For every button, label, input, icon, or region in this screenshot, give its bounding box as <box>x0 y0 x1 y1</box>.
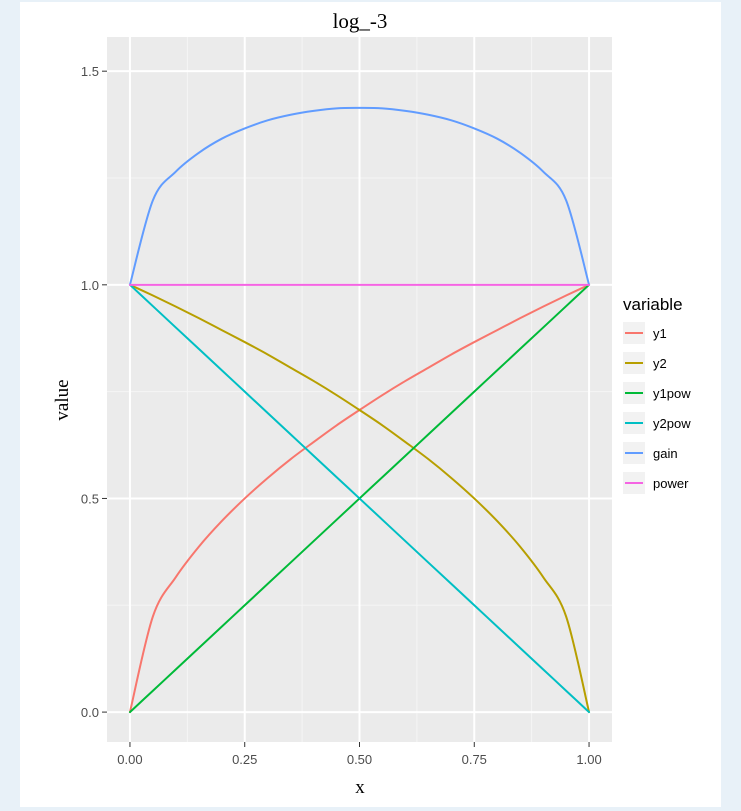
series-line-y2 <box>128 283 591 714</box>
chart-svg: 0.00 0.25 0.50 0.75 1.000.00.51.01.5 log_-3 … <box>52 9 691 798</box>
legend: variable y1 y2 y1pow y2pow gain power <box>623 295 691 494</box>
x-tick-label: 0.50 <box>347 752 372 767</box>
legend-label-y2pow: y2pow <box>653 416 691 431</box>
legend-title: variable <box>623 295 683 314</box>
legend-label-y2: y2 <box>653 356 667 371</box>
axes: 0.00 0.25 0.50 0.75 1.00 0.0 0.5 1.0 1.5 <box>81 64 602 767</box>
series-lines <box>128 106 591 714</box>
x-tick-label: 0.25 <box>232 752 257 767</box>
y-axis-label: value <box>52 379 73 420</box>
x-tick-label: 1.00 <box>576 752 601 767</box>
legend-label-power: power <box>653 476 689 491</box>
x-tick-label: 0.75 <box>462 752 487 767</box>
legend-label-y1pow: y1pow <box>653 386 691 401</box>
chart-title: log_-3 <box>333 9 388 33</box>
x-tick-label: 0.00 <box>117 752 142 767</box>
y-tick-label: 0.0 <box>81 705 99 720</box>
legend-label-gain: gain <box>653 446 678 461</box>
x-axis-label: x <box>355 777 365 798</box>
legend-label-y1: y1 <box>653 326 667 341</box>
series-line-y2pow <box>128 283 591 714</box>
y-tick-label: 1.5 <box>81 64 99 79</box>
series-line-gain <box>128 106 591 286</box>
y-tick-label: 1.0 <box>81 278 99 293</box>
y-tick-label: 0.5 <box>81 491 99 506</box>
chart-figure: 0.00 0.25 0.50 0.75 1.00 0.0 0.5 1.0 1.5 log_-3 … <box>20 2 721 807</box>
